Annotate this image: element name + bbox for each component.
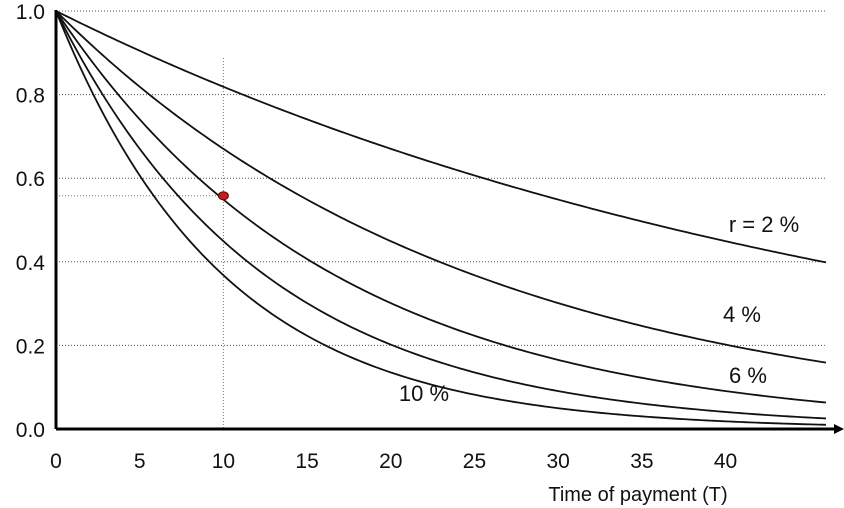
x-axis-arrowhead <box>834 424 844 434</box>
series-line-2 <box>55 10 827 404</box>
highlight-point <box>217 191 229 201</box>
x-tick-label-7: 35 <box>630 450 653 473</box>
series-line-4 <box>55 10 827 426</box>
x-axis-label: Time of payment (T) <box>548 484 727 506</box>
x-tick-label-1: 5 <box>134 450 146 473</box>
y-tick-label-2: 0.4 <box>16 252 46 275</box>
series-label-0: r = 2 % <box>729 212 799 237</box>
y-tick-label-3: 0.6 <box>16 168 45 191</box>
x-tick-label-2: 10 <box>212 450 235 473</box>
series-line-0 <box>55 10 827 264</box>
y-tick-label-4: 0.8 <box>16 85 45 108</box>
gridlines <box>56 10 826 346</box>
y-tick-label-0: 0.0 <box>16 419 45 442</box>
y-tick-label-5: 1.0 <box>16 1 45 24</box>
series-label-1: 4 % <box>723 302 761 327</box>
y-tick-label-1: 0.2 <box>16 335 45 358</box>
series-labels: r = 2 % 4 % 6 % 10 % <box>399 212 799 406</box>
x-tick-label-4: 20 <box>379 450 402 473</box>
reference-lines <box>56 58 224 429</box>
series-label-2: 6 % <box>729 363 767 388</box>
axes <box>54 10 844 434</box>
x-tick-label-5: 25 <box>463 450 486 473</box>
series-lines <box>55 10 827 426</box>
series-line-3 <box>55 10 827 420</box>
x-tick-label-3: 15 <box>295 450 318 473</box>
x-tick-label-8: 40 <box>714 450 737 473</box>
x-tick-label-6: 30 <box>546 450 569 473</box>
series-line-1 <box>55 10 827 364</box>
tick-labels: 0 5 10 15 20 25 30 35 40 0.0 0.2 0.4 0.6 0.8 1.0 <box>16 1 737 473</box>
series-label-4: 10 % <box>399 381 449 406</box>
x-tick-label-0: 0 <box>50 450 62 473</box>
